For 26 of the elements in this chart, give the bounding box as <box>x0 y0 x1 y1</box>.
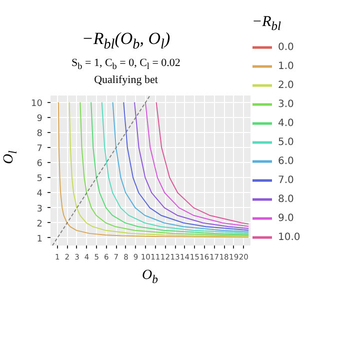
legend-title: −R$_{bl}$ <box>252 14 282 34</box>
x-axis-title: O$_{b}$ <box>141 268 159 287</box>
y-tick-label: 3 <box>36 204 43 214</box>
y-tick-label: 5 <box>36 174 43 184</box>
legend-label: 9.0 <box>278 212 295 224</box>
chart-subtitle: S$_{b}$ = 1, C$_{b}$ = 0, C$_{l}$ = 0.02 <box>70 57 182 72</box>
legend-label: 6.0 <box>278 156 295 166</box>
y-tick-label: 10 <box>31 98 43 109</box>
legend-label: 3.0 <box>278 98 295 110</box>
y-tick-label: 6 <box>36 159 43 170</box>
legend-label: 8.0 <box>278 194 295 204</box>
y-tick-label: 8 <box>36 128 43 139</box>
y-tick-label: 2 <box>36 219 43 230</box>
legend-label: 1.0 <box>278 60 295 72</box>
legend-label: 10.0 <box>278 232 300 242</box>
legend-label: 5.0 <box>278 136 295 148</box>
legend-label: 7.0 <box>278 174 295 186</box>
y-tick-label: 9 <box>36 114 43 124</box>
legend-label: 4.0 <box>278 118 295 128</box>
y-tick-label: 4 <box>36 189 43 200</box>
text: Qualifying bet <box>93 74 159 86</box>
legend-label: 0.0 <box>278 42 295 52</box>
legend-label: 2.0 <box>278 80 295 90</box>
y-tick-label: 7 <box>36 144 43 154</box>
y-tick-label: 1 <box>36 234 43 244</box>
chart-title: −R$_{bl}$(O$_{b}$, O$_{l}$) <box>80 29 172 53</box>
